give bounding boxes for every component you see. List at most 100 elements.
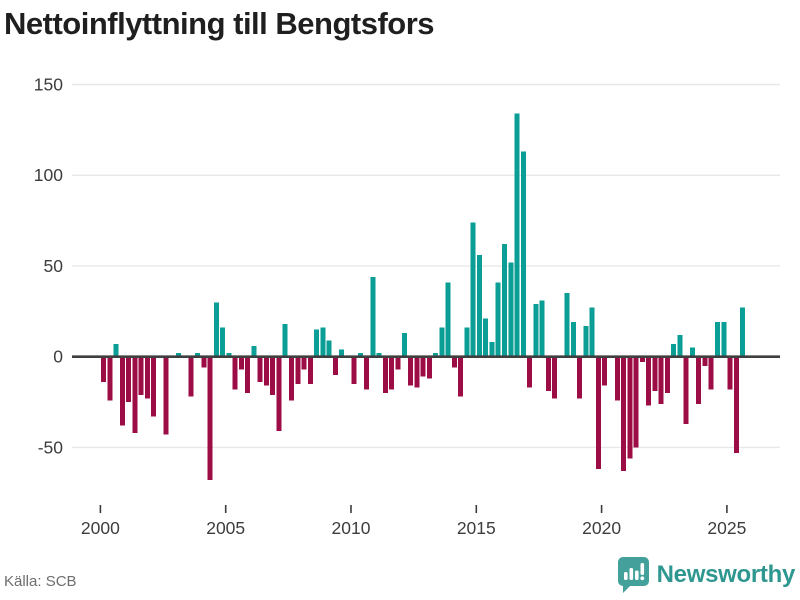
bar-q59 bbox=[470, 222, 476, 357]
bar-q79 bbox=[595, 356, 601, 470]
bar-q3 bbox=[119, 356, 125, 426]
bar-q58 bbox=[464, 327, 470, 357]
bar-q53 bbox=[433, 353, 439, 357]
bar-q93 bbox=[683, 356, 689, 424]
bar-q64 bbox=[501, 244, 507, 357]
bar-q55 bbox=[445, 282, 451, 357]
y-tick-label-0: 0 bbox=[53, 347, 63, 367]
bar-q49 bbox=[408, 356, 414, 386]
bar-q31 bbox=[295, 356, 301, 384]
bar-q15 bbox=[195, 353, 201, 357]
bar-q70 bbox=[539, 300, 545, 357]
bar-q82 bbox=[614, 356, 620, 401]
bar-q87 bbox=[646, 356, 652, 406]
bar-q26 bbox=[263, 356, 269, 386]
bar-q67 bbox=[520, 151, 526, 357]
x-tick-label-2010: 2010 bbox=[332, 518, 371, 538]
bar-q91 bbox=[671, 344, 677, 357]
bar-q5 bbox=[132, 356, 138, 433]
bar-q92 bbox=[677, 334, 683, 357]
bar-q22 bbox=[238, 356, 244, 370]
x-tick-label-2025: 2025 bbox=[707, 518, 746, 538]
bar-q19 bbox=[220, 327, 226, 357]
bar-q94 bbox=[689, 347, 695, 357]
footer: Källa: SCB Newsworthy bbox=[0, 554, 800, 594]
x-tick-label-2015: 2015 bbox=[457, 518, 496, 538]
x-tick-label-2000: 2000 bbox=[81, 518, 120, 538]
bar-q0 bbox=[101, 356, 107, 383]
bar-q4 bbox=[126, 356, 132, 403]
x-tick-label-2020: 2020 bbox=[582, 518, 621, 538]
bar-q54 bbox=[439, 327, 445, 357]
bar-q63 bbox=[495, 282, 501, 357]
y-tick-label-100: 100 bbox=[34, 165, 63, 185]
bar-q68 bbox=[527, 356, 533, 388]
bar-q42 bbox=[364, 356, 370, 390]
y-tick-label--50: -50 bbox=[38, 437, 64, 457]
bar-q66 bbox=[514, 113, 520, 357]
bar-q38 bbox=[339, 349, 345, 357]
bar-q8 bbox=[151, 356, 157, 417]
newsworthy-brand: Newsworthy bbox=[617, 556, 795, 594]
bar-q40 bbox=[351, 356, 357, 384]
bar-q43 bbox=[370, 276, 376, 357]
x-tick-label-2005: 2005 bbox=[206, 518, 245, 538]
bar-q83 bbox=[621, 356, 627, 472]
bar-q74 bbox=[564, 293, 570, 357]
bar-q97 bbox=[708, 356, 714, 390]
bar-q75 bbox=[570, 322, 576, 357]
bar-q23 bbox=[245, 356, 251, 393]
bar-q17 bbox=[207, 356, 213, 481]
bar-q48 bbox=[401, 333, 407, 357]
bar-q60 bbox=[476, 255, 482, 357]
bar-q88 bbox=[652, 356, 658, 392]
bar-q18 bbox=[213, 302, 219, 357]
bar-q85 bbox=[633, 356, 639, 448]
bar-q101 bbox=[733, 356, 739, 453]
x-axis-ticks bbox=[99, 505, 728, 513]
y-axis-labels: 150 100 50 0 -50 bbox=[34, 75, 63, 458]
bar-q57 bbox=[458, 356, 464, 397]
bar-q14 bbox=[188, 356, 194, 397]
bar-q100 bbox=[727, 356, 733, 390]
bar-q29 bbox=[282, 324, 288, 357]
bar-q41 bbox=[357, 353, 363, 357]
bar-q102 bbox=[740, 307, 746, 357]
bar-q35 bbox=[320, 327, 326, 357]
bar-q33 bbox=[307, 356, 313, 384]
bar-q2 bbox=[113, 344, 119, 357]
bar-q46 bbox=[389, 356, 395, 390]
bar-q37 bbox=[332, 356, 338, 375]
bar-q62 bbox=[489, 342, 495, 357]
bar-q25 bbox=[257, 356, 263, 383]
bar-q7 bbox=[144, 356, 150, 399]
bar-q71 bbox=[545, 356, 551, 392]
bar-q98 bbox=[715, 322, 720, 357]
bar-q95 bbox=[696, 356, 702, 404]
bar-q72 bbox=[552, 356, 558, 399]
bar-q45 bbox=[382, 356, 388, 393]
bar-q52 bbox=[426, 356, 432, 379]
brand-name: Newsworthy bbox=[656, 561, 796, 588]
source-label: Källa: SCB bbox=[4, 573, 77, 590]
page-title: Nettoinflyttning till Bengtsfors bbox=[4, 6, 435, 41]
gridlines bbox=[72, 83, 780, 449]
bar-q86 bbox=[639, 356, 645, 363]
bar-q61 bbox=[483, 318, 489, 357]
bar-q80 bbox=[602, 356, 608, 386]
bar-q89 bbox=[658, 356, 664, 404]
bar-q77 bbox=[583, 325, 589, 357]
bar-q44 bbox=[376, 353, 382, 357]
bar-q21 bbox=[232, 356, 238, 390]
bar-q76 bbox=[577, 356, 583, 399]
bar-q24 bbox=[251, 345, 257, 357]
bar-q34 bbox=[314, 329, 320, 357]
bar-q16 bbox=[201, 356, 207, 368]
newsworthy-logo-icon bbox=[617, 557, 649, 593]
bar-q30 bbox=[288, 356, 294, 401]
bar-q6 bbox=[138, 356, 144, 395]
bar-q96 bbox=[702, 356, 708, 366]
bar-q32 bbox=[301, 356, 307, 370]
